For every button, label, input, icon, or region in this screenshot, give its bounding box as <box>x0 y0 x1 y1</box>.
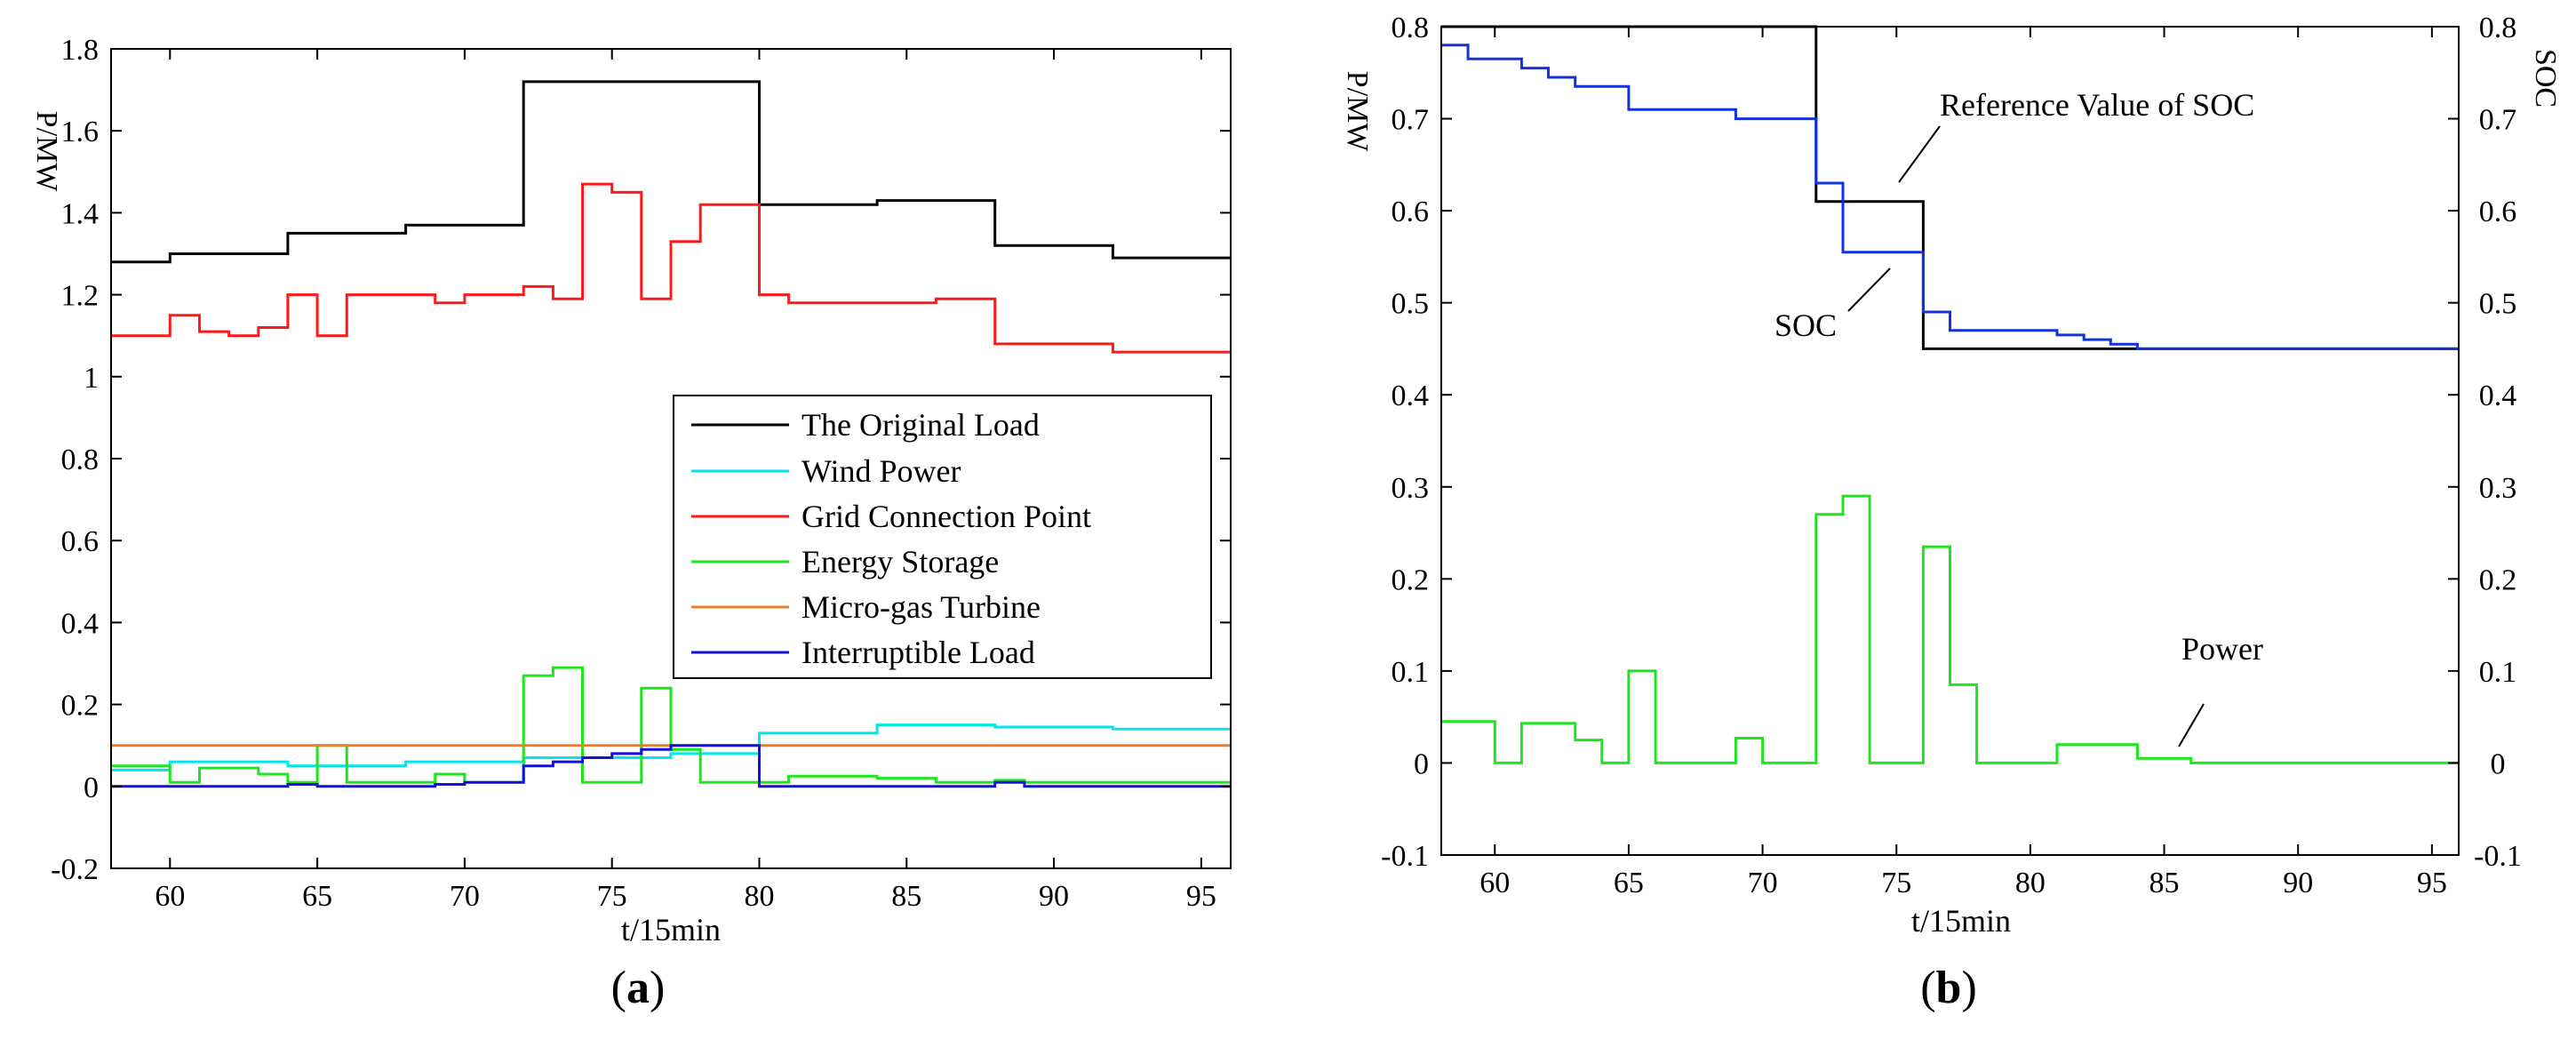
chart-b-y-tick-label-0: 0 <box>1414 747 1429 780</box>
chart-b-y-axis-title: P/MW <box>1341 71 1374 153</box>
chart-a-y-tick-label-0: 0 <box>84 771 99 804</box>
chart-b-y-right-tick-label-0-8: 0.8 <box>2479 12 2517 44</box>
chart-b-plot-frame <box>1440 26 2460 856</box>
chart-b-y-right-tick-label-0-1: -0.1 <box>2474 840 2522 873</box>
chart-a: 60 65 70 75 80 85 90 95 -0.2 0 0.2 0.4 0.6 0.8 1 1.2 1.4… <box>30 34 1232 1013</box>
chart-b-panel-label: (b) <box>1920 963 1977 1013</box>
chart-b-y-tick-label-0-6: 0.6 <box>1392 196 1430 228</box>
chart-a-y-tick-label-0-2: -0.2 <box>51 853 99 886</box>
chart-a-panel-letter: a <box>626 963 650 1013</box>
chart-b-x-tick-label-75: 75 <box>1881 867 1911 899</box>
chart-b-y-right-tick-label-0-4: 0.4 <box>2479 380 2517 412</box>
chart-b-y-right-tick-label-0-2: 0.2 <box>2479 563 2517 596</box>
chart-b-x-tick-label-65: 65 <box>1614 867 1644 899</box>
chart-a-y-tick-label-1-2: 1.2 <box>61 280 100 313</box>
chart-a-y-tick-label-0-6: 0.6 <box>61 525 100 558</box>
chart-a-x-tick-label-85: 85 <box>891 880 921 913</box>
chart-b-x-tick-label-85: 85 <box>2149 867 2180 899</box>
chart-a-x-tick-label-60: 60 <box>155 880 185 913</box>
chart-b-panel-letter: b <box>1936 963 1962 1013</box>
chart-b-y-tick-label-0-7: 0.7 <box>1392 104 1430 137</box>
chart-a-x-tick-label-65: 65 <box>302 880 332 913</box>
chart-b-y-right-tick-label-0-6: 0.6 <box>2479 196 2517 228</box>
chart-b-y-tick-label-0-3: 0.3 <box>1392 472 1430 505</box>
legend-label-micro-gas-turbine: Micro-gas Turbine <box>802 589 1041 625</box>
chart-a-y-tick-label-1-6: 1.6 <box>61 116 100 148</box>
chart-a-y-tick-label-0-4: 0.4 <box>61 607 100 640</box>
annotation-leader-reference-soc <box>1898 125 1941 183</box>
chart-b-x-tick-label-90: 90 <box>2283 867 2313 899</box>
legend-box <box>673 395 1212 679</box>
chart-b-x-tick-label-70: 70 <box>1748 867 1778 899</box>
chart-a-panel-label: (a) <box>611 963 666 1013</box>
legend-label-original-load: The Original Load <box>802 407 1040 443</box>
chart-b-y-tick-label-0-1: 0.1 <box>1392 656 1430 689</box>
chart-a-y-tick-label-0-8: 0.8 <box>61 444 100 476</box>
chart-b-y-axis-title-right: SOC <box>2529 49 2562 108</box>
chart-b-ticks: 60 65 70 75 80 85 90 95 -0.1 -0.1 0 0 0.1 0.1 0.2 0.2 0.… <box>1381 12 2522 899</box>
chart-b-y-right-tick-label-0: 0 <box>2491 747 2506 780</box>
chart-b-series-power <box>1441 494 2459 764</box>
chart-b-series-soc <box>1441 44 2459 350</box>
chart-a-series-wind-power <box>111 723 1231 771</box>
chart-b-x-tick-label-95: 95 <box>2417 867 2447 899</box>
annotation-leader-soc <box>1847 268 1891 312</box>
legend: The Original Load Wind Power Grid Connec… <box>673 395 1212 679</box>
chart-a-y-tick-label-0-2: 0.2 <box>61 690 100 723</box>
annotation-power: Power <box>2181 631 2263 667</box>
chart-a-x-axis-title: t/15min <box>621 912 721 947</box>
chart-b-x-axis-title: t/15min <box>1911 903 2011 939</box>
chart-a-y-tick-label-1-4: 1.4 <box>61 197 100 230</box>
chart-a-ticks: 60 65 70 75 80 85 90 95 -0.2 0 0.2 0.4 0.6 0.8 1 1.2 1.4… <box>51 34 1231 913</box>
chart-a-series-the-original-load <box>111 80 1231 264</box>
chart-a-x-tick-label-80: 80 <box>744 880 774 913</box>
chart-a-x-tick-label-70: 70 <box>450 880 480 913</box>
legend-label-grid-connection-point: Grid Connection Point <box>802 499 1091 534</box>
chart-a-series-grid-connection-point <box>111 182 1231 354</box>
chart-a-series <box>111 80 1231 788</box>
annotation-reference-soc: Reference Value of SOC <box>1940 87 2254 123</box>
chart-b-x-tick-label-60: 60 <box>1479 867 1510 899</box>
chart-a-series-interruptible-load <box>111 744 1231 788</box>
legend-label-energy-storage: Energy Storage <box>802 544 999 579</box>
chart-b-y-tick-label-0-8: 0.8 <box>1392 12 1430 44</box>
legend-label-interruptible-load: Interruptible Load <box>802 635 1035 670</box>
chart-b-y-tick-label-0-5: 0.5 <box>1392 288 1430 321</box>
legend-label-wind-power: Wind Power <box>802 453 961 489</box>
chart-a-series-energy-storage <box>111 666 1231 784</box>
chart-b: 60 65 70 75 80 85 90 95 -0.1 -0.1 0 0 0.1 0.1 0.2 0.2 0.… <box>1341 12 2562 1013</box>
chart-b-y-tick-label-0-4: 0.4 <box>1392 380 1430 412</box>
chart-b-y-right-tick-label-0-5: 0.5 <box>2479 288 2517 321</box>
chart-a-x-tick-label-90: 90 <box>1039 880 1069 913</box>
chart-a-y-tick-label-1-8: 1.8 <box>61 34 100 67</box>
chart-b-annotations: Reference Value of SOC SOC Power <box>1774 87 2263 747</box>
chart-a-x-tick-label-75: 75 <box>597 880 627 913</box>
chart-b-y-right-tick-label-0-1: 0.1 <box>2479 656 2517 689</box>
chart-a-y-axis-title: P/MW <box>30 111 63 193</box>
chart-b-x-tick-label-80: 80 <box>2015 867 2046 899</box>
chart-b-y-right-tick-label-0-7: 0.7 <box>2479 104 2517 137</box>
chart-a-y-tick-label-1: 1 <box>84 362 99 395</box>
chart-b-y-tick-label-0-1: -0.1 <box>1381 840 1429 873</box>
chart-a-x-tick-label-95: 95 <box>1186 880 1216 913</box>
chart-b-y-tick-label-0-2: 0.2 <box>1392 563 1430 596</box>
chart-b-y-right-tick-label-0-3: 0.3 <box>2479 472 2517 505</box>
annotation-leader-power <box>2178 703 2205 747</box>
annotation-soc: SOC <box>1774 308 1837 343</box>
